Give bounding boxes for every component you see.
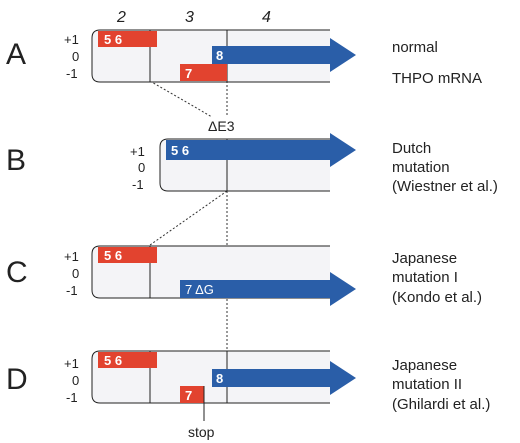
row-c: C +1 0 -1 5 6 7 ΔG Japanese mutation I (… (6, 245, 482, 306)
frame-bar-red (98, 247, 157, 263)
frame-label-minus1: -1 (132, 177, 144, 192)
description-line: (Kondo et al.) (392, 289, 482, 306)
exon-label-7: 7 (185, 388, 192, 403)
exon-label-5-6: 5 6 (104, 248, 122, 263)
description-line: THPO mRNA (392, 70, 482, 87)
frame-label-plus1: +1 (64, 249, 79, 264)
frame-label-0: 0 (72, 266, 79, 281)
exon-label-5-6: 5 6 (171, 143, 189, 158)
exon-label-8: 8 (216, 48, 223, 63)
frame-label-plus1: +1 (64, 32, 79, 47)
frame-bar-red (98, 31, 157, 47)
exon-header-3: 3 (185, 9, 194, 26)
frame-label-minus1: -1 (66, 283, 78, 298)
exon-header-2: 2 (116, 9, 126, 26)
frame-label-minus1: -1 (66, 390, 78, 405)
translation-arrow (180, 272, 356, 306)
row-letter-b: B (6, 144, 26, 177)
exon-label-5-6: 5 6 (104, 32, 122, 47)
description-line: Japanese (392, 357, 457, 374)
exon-label-5-6: 5 6 (104, 353, 122, 368)
row-letter-c: C (6, 256, 28, 289)
connector-b-c (149, 190, 228, 246)
frame-label-0: 0 (72, 49, 79, 64)
frame-label-plus1: +1 (64, 356, 79, 371)
row-d: D +1 0 -1 5 6 7 stop 8 Japanese mutation… (6, 350, 490, 440)
frame-label-0: 0 (138, 160, 145, 175)
description-line: mutation I (392, 269, 458, 286)
description-line: Dutch (392, 140, 431, 157)
row-a: A +1 0 -1 5 6 7 8 normal THPO mRNA (6, 29, 482, 87)
translation-arrow (166, 133, 356, 167)
frame-bar-red (180, 386, 204, 403)
frame-bar-red (180, 64, 227, 81)
row-b: B +1 0 -1 5 6 Dutch mutation (Wiestner e… (6, 133, 498, 195)
delta-e3-label: ΔE3 (208, 118, 235, 134)
exon-label-7-delta-g: 7 ΔG (185, 282, 214, 297)
description-line: (Wiestner et al.) (392, 178, 498, 195)
translation-arrow (212, 38, 356, 72)
description-line: mutation (392, 159, 450, 176)
row-letter-d: D (6, 363, 28, 396)
stop-label: stop (188, 424, 215, 440)
translation-arrow (212, 361, 356, 395)
frame-bar-red (98, 352, 157, 368)
row-letter-a: A (6, 38, 26, 71)
connector-a-b-left (149, 80, 213, 118)
frame-label-plus1: +1 (130, 144, 145, 159)
description-line: (Ghilardi et al.) (392, 396, 490, 413)
description-line: mutation II (392, 376, 462, 393)
description-line: normal (392, 39, 438, 56)
exon-label-8: 8 (216, 371, 223, 386)
frame-label-minus1: -1 (66, 66, 78, 81)
description-line: Japanese (392, 250, 457, 267)
exon-label-7: 7 (185, 66, 192, 81)
frame-label-0: 0 (72, 373, 79, 388)
exon-header-4: 4 (262, 9, 271, 26)
